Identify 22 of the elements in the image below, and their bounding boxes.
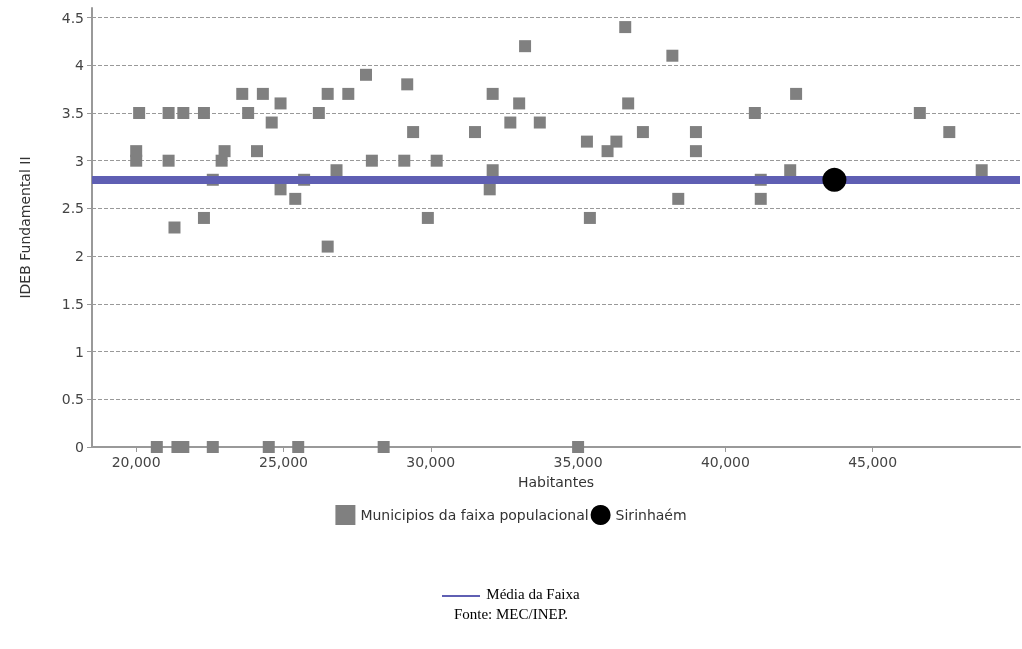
source-note: Fonte: MEC/INEP. bbox=[452, 605, 570, 624]
x-tick-label: 30,000 bbox=[406, 454, 456, 470]
y-tick-label: 4.5 bbox=[61, 9, 84, 26]
y-tick-label: 3 bbox=[75, 152, 84, 169]
y-tick-label: 1 bbox=[75, 343, 84, 360]
legend-label: Média da Faixa bbox=[485, 585, 581, 604]
x-tick-label: 45,000 bbox=[848, 454, 898, 470]
y-tick-label: 0.5 bbox=[61, 391, 84, 408]
x-tick-label: 35,000 bbox=[553, 454, 603, 470]
y-tick-label: 4 bbox=[75, 57, 85, 74]
y-axis-title: IDEB Fundamental II bbox=[17, 156, 33, 299]
y-tick-label: 1.5 bbox=[61, 295, 84, 312]
y-tick-label: 0 bbox=[75, 439, 84, 455]
x-tick-label: 20,000 bbox=[111, 454, 161, 470]
x-tick-label: 25,000 bbox=[258, 454, 308, 470]
legend-label: Municipios da faixa populacional bbox=[360, 507, 589, 523]
legend-label: Sirinhaém bbox=[615, 507, 687, 523]
y-tick-label: 3.5 bbox=[61, 104, 84, 121]
x-tick-label: 40,000 bbox=[700, 454, 750, 470]
x-axis-title: Habitantes bbox=[517, 474, 595, 490]
y-tick-label: 2.5 bbox=[61, 200, 84, 217]
y-tick-label: 2 bbox=[75, 248, 84, 265]
